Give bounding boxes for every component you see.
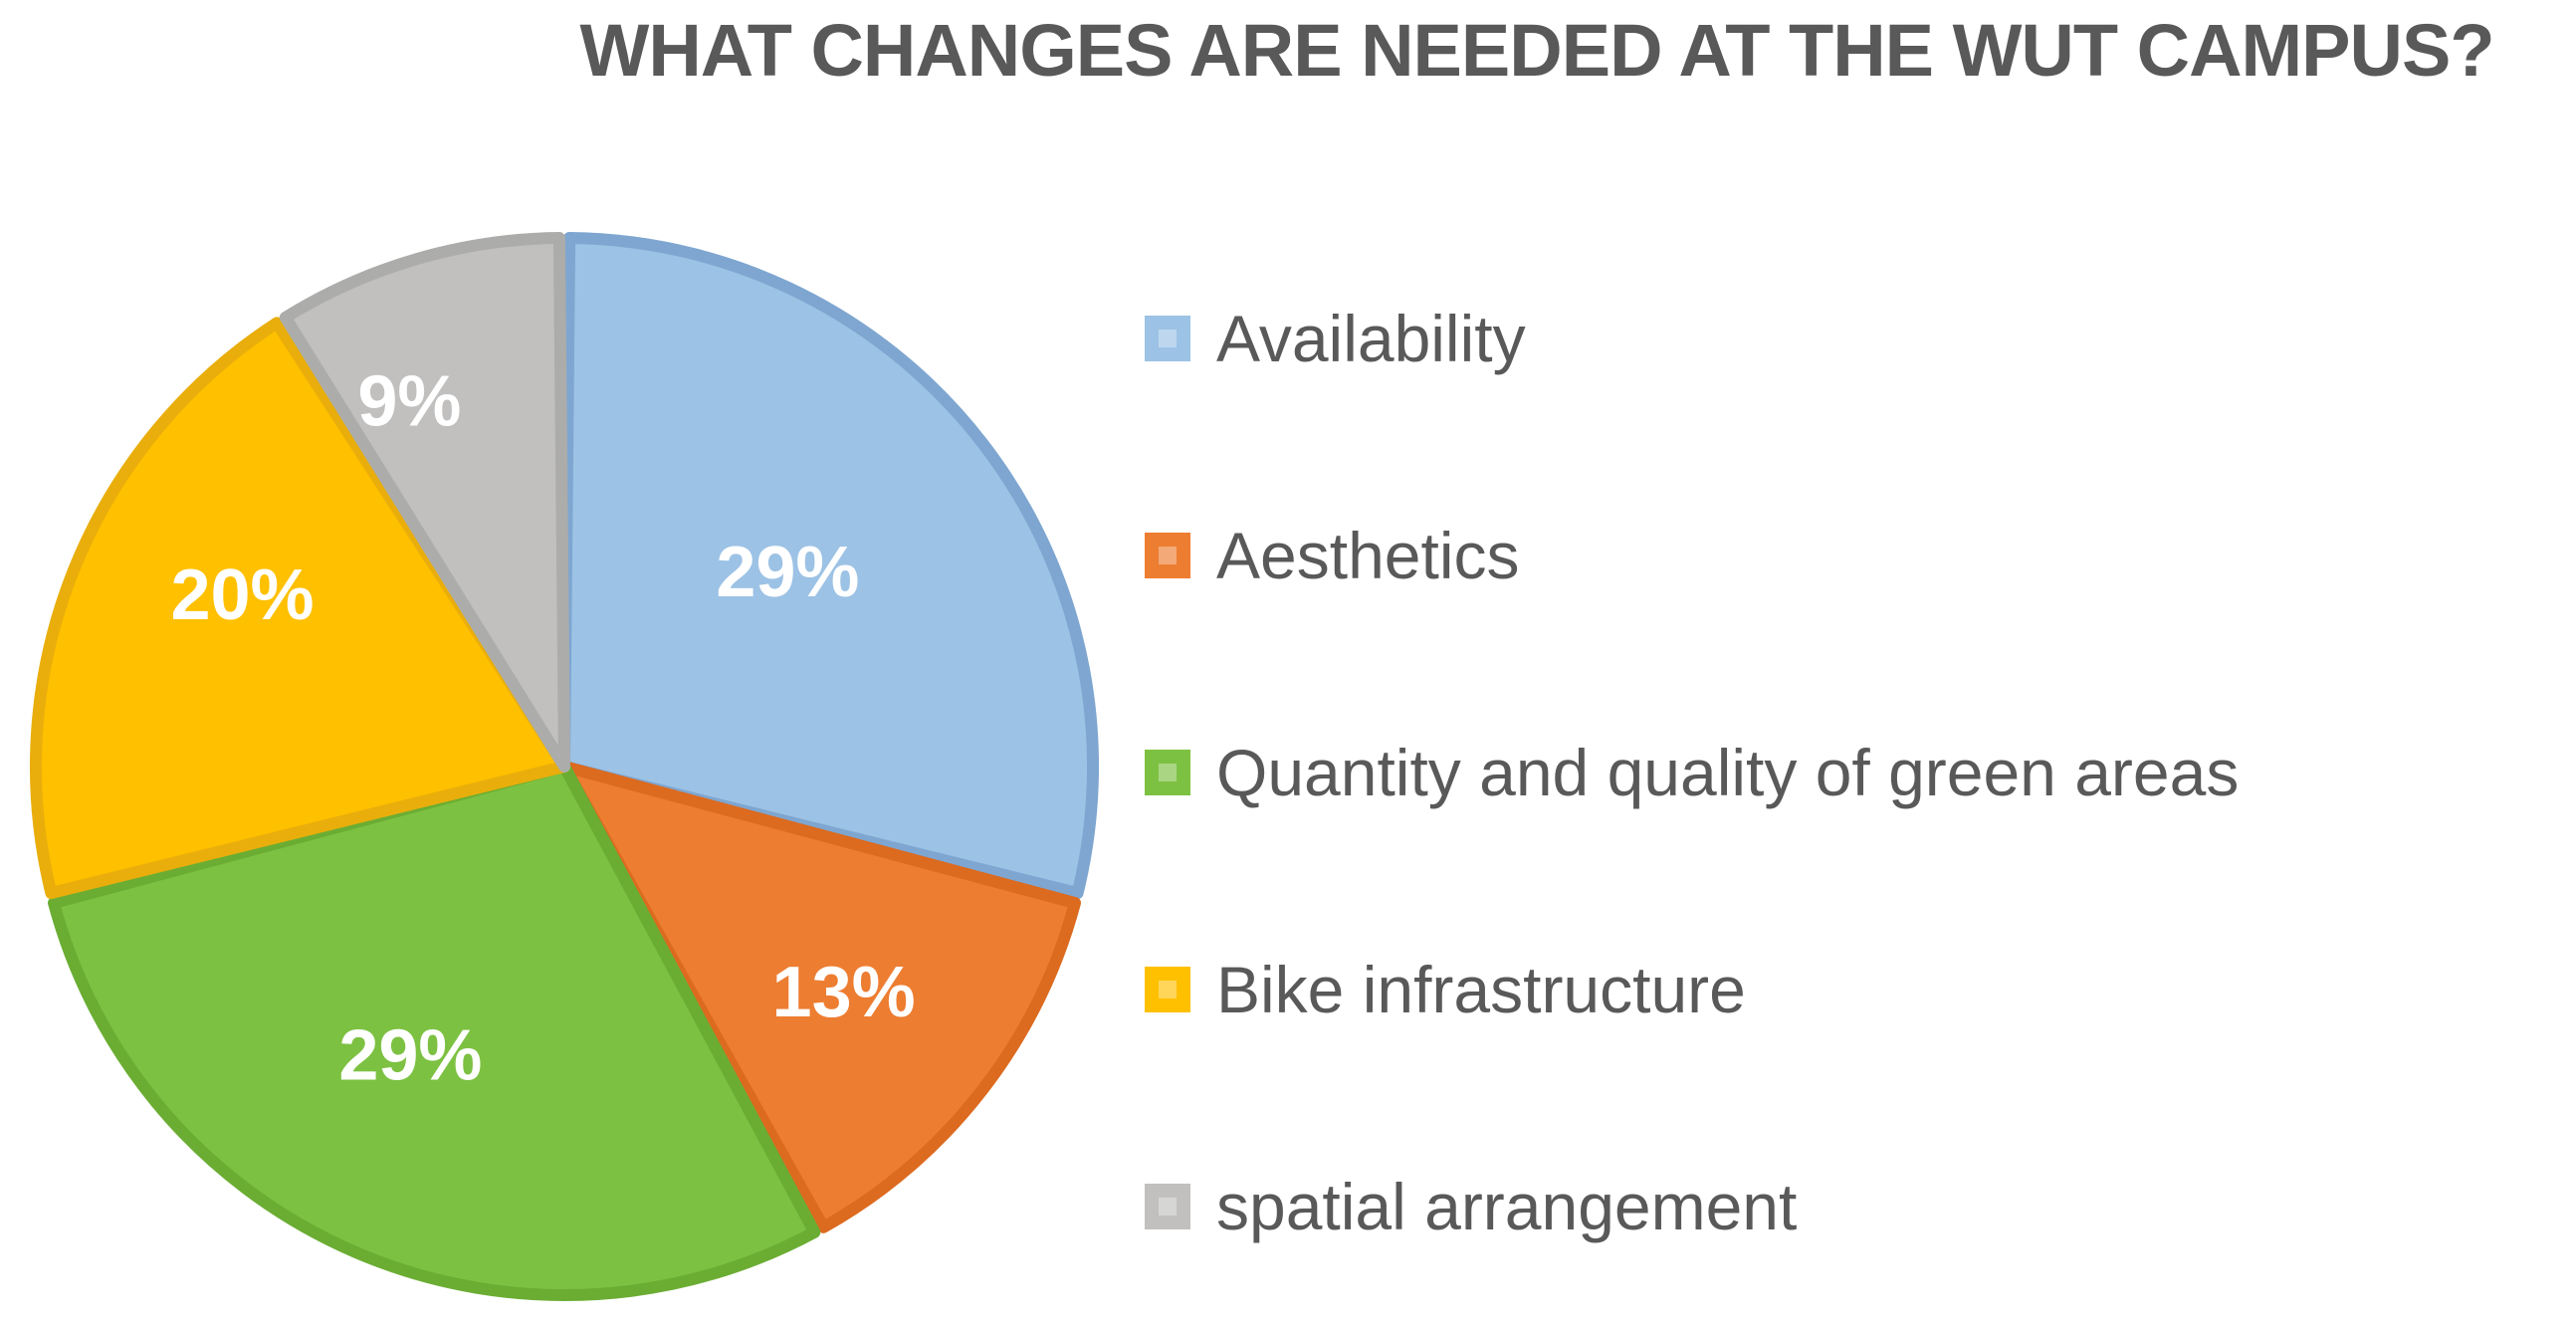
pie-data-label-bike-infrastructure: 20%	[170, 555, 314, 635]
legend-label-bike-infrastructure: Bike infrastructure	[1216, 953, 1746, 1026]
legend: Availability Aesthetics Quantity and quali…	[1145, 0, 2576, 1327]
pie-data-label-availability: 29%	[716, 533, 859, 612]
pie-slice-bike-infrastructure	[29, 317, 570, 900]
pie-data-label-spatial-arrangement: 9%	[357, 361, 461, 441]
pie-chart-svg: 29% 13% 29% 20% 9%	[29, 232, 1100, 1301]
legend-marker-availability-icon	[1145, 316, 1190, 361]
legend-marker-bike-infrastructure-icon	[1145, 967, 1190, 1012]
pie-slice-quantity-and-quality-of-green-areas	[48, 761, 821, 1301]
chart-title: WHAT CHANGES ARE NEEDED AT THE WUT CAMPU…	[579, 9, 2494, 92]
legend-item-availability: Availability	[1145, 289, 1526, 388]
legend-item-bike-infrastructure: Bike infrastructure	[1145, 940, 1746, 1039]
legend-marker-spatial-arrangement-icon	[1145, 1184, 1190, 1229]
pie-chart: 29% 13% 29% 20% 9%	[0, 189, 1142, 1327]
legend-item-quantity-and-quality-of-green-areas: Quantity and quality of green areas	[1145, 723, 2239, 822]
pie-slice-availability	[558, 232, 1100, 900]
legend-marker-aesthetics-icon	[1145, 533, 1190, 578]
pie-slice-spatial-arrangement	[279, 232, 570, 773]
legend-label-availability: Availability	[1216, 302, 1526, 375]
legend-marker-sheen	[1159, 1198, 1177, 1216]
legend-item-aesthetics: Aesthetics	[1145, 506, 1519, 605]
legend-marker-sheen	[1159, 764, 1177, 781]
legend-marker-quantity-and-quality-of-green-areas-icon	[1145, 750, 1190, 795]
legend-marker-sheen	[1159, 547, 1177, 564]
pie-data-label-quantity-and-quality-of-green-areas: 29%	[338, 1016, 482, 1096]
legend-label-spatial-arrangement: spatial arrangement	[1216, 1170, 1798, 1243]
legend-item-spatial-arrangement: spatial arrangement	[1145, 1157, 1797, 1256]
legend-label-quantity-and-quality-of-green-areas: Quantity and quality of green areas	[1216, 736, 2240, 809]
pie-slice-aesthetics	[558, 761, 1081, 1233]
pie-data-label-aesthetics: 13%	[772, 953, 916, 1032]
legend-marker-sheen	[1159, 981, 1177, 998]
legend-label-aesthetics: Aesthetics	[1216, 519, 1520, 592]
legend-marker-sheen	[1159, 330, 1177, 347]
